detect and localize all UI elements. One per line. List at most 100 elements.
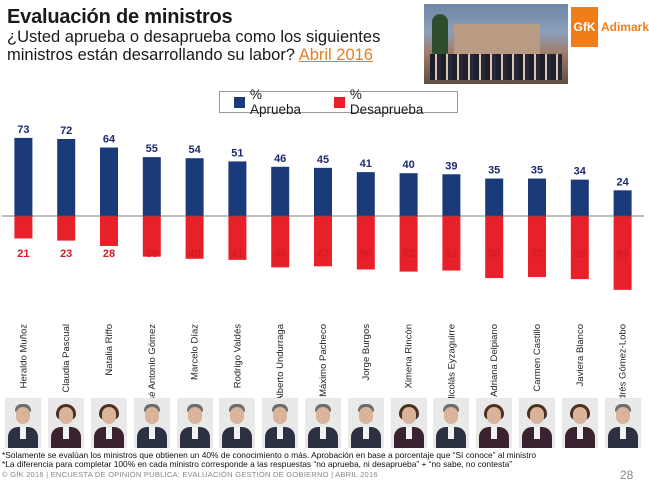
portrait-head-shape (401, 407, 416, 424)
portrait-icon (305, 398, 341, 448)
category-label: Ximena Rincón (404, 324, 415, 388)
value-label-desaprueba: 28 (103, 248, 115, 260)
portrait-icon (519, 398, 555, 448)
bar-desaprueba (613, 216, 632, 290)
footnotes: *Solamente se evalúan los ministros que … (2, 450, 536, 470)
value-label-aprueba: 55 (146, 143, 158, 155)
portrait-head-shape (102, 407, 116, 424)
footer-source: © GfK 2016 | ENCUESTA DE OPINIÓN PÚBLICA… (2, 470, 378, 479)
category-label: Adriana Delpiano (489, 324, 500, 397)
category-label: Claudia Pascual (61, 324, 72, 393)
bar-aprueba (314, 167, 332, 216)
value-label-aprueba: 35 (488, 165, 500, 177)
portrait-shirt-shape (63, 427, 70, 439)
portrait-head-shape (530, 407, 544, 424)
portrait-shirt-shape (491, 427, 498, 439)
value-label-aprueba: 46 (274, 153, 286, 165)
value-label-aprueba: 34 (574, 166, 587, 178)
category-label: Natalia Riffo (104, 324, 115, 376)
adimark-logo-text: Adimark (600, 20, 649, 34)
bar-desaprueba (185, 216, 204, 259)
bar-aprueba (142, 157, 161, 216)
value-label-desaprueba: 59 (574, 248, 586, 260)
period-link[interactable]: Abril 2016 (298, 46, 373, 64)
portrait-head-shape (59, 407, 74, 424)
portrait-shirt-shape (362, 427, 369, 439)
value-label-aprueba: 35 (531, 165, 543, 177)
portrait-head-shape (615, 407, 630, 424)
portrait-head-shape (16, 407, 31, 424)
value-label-desaprueba: 57 (531, 248, 543, 260)
palm-tree-shape (432, 14, 448, 54)
value-label-aprueba: 51 (231, 147, 243, 159)
bar-desaprueba (528, 216, 546, 277)
portrait-shirt-shape (405, 427, 412, 439)
portrait-shirt-shape (448, 427, 455, 439)
value-label-desaprueba: 48 (274, 248, 286, 260)
bar-aprueba (485, 178, 504, 216)
portrait-head-shape (144, 407, 159, 424)
portrait-head-shape (572, 407, 587, 424)
legend-swatch-aprueba (234, 96, 245, 108)
value-label-aprueba: 64 (103, 134, 116, 146)
bar-aprueba (100, 147, 118, 216)
chart-legend: % Aprueba % Desaprueba (219, 87, 458, 117)
value-label-desaprueba: 41 (231, 248, 243, 260)
bar-aprueba (57, 138, 76, 216)
cabinet-group-photo (424, 4, 568, 84)
bar-desaprueba (570, 216, 589, 280)
legend-item-aprueba: % Aprueba (234, 87, 316, 117)
portrait-icon (262, 398, 299, 448)
value-label-aprueba: 24 (616, 176, 629, 188)
value-label-desaprueba: 69 (616, 248, 628, 260)
legend-label-desaprueba: % Desaprueba (349, 87, 424, 117)
bar-desaprueba (142, 216, 161, 257)
question-text: ¿Usted aprueba o desaprueba como los sig… (7, 28, 381, 64)
bar-aprueba (356, 172, 375, 216)
value-label-aprueba: 41 (360, 158, 372, 170)
portrait-head-shape (316, 407, 330, 424)
bar-desaprueba (14, 216, 33, 239)
portrait-icon (433, 398, 470, 448)
value-label-desaprueba: 47 (317, 248, 329, 260)
bar-aprueba (442, 174, 461, 216)
bar-desaprueba (100, 216, 118, 246)
bar-desaprueba (485, 216, 504, 279)
category-label: Rodrigo Valdés (232, 324, 243, 389)
gfk-adimark-logo: GfK Adimark (571, 6, 649, 48)
approval-bar-chart: 73 21 Heraldo Muñoz 72 23 Claudia Pascual 64 28… (2, 124, 644, 400)
bar-aprueba (399, 173, 418, 216)
category-label: Javiera Blanco (575, 324, 586, 386)
bar-aprueba (14, 137, 33, 216)
portrait-icon (219, 398, 256, 448)
footnote-1: *Solamente se evalúan los ministros que … (2, 450, 536, 460)
survey-question: ¿Usted aprueba o desaprueba como los sig… (7, 28, 407, 64)
portrait-head-shape (187, 407, 202, 424)
people-row-front (430, 67, 562, 80)
portrait-head-shape (230, 407, 245, 424)
value-label-desaprueba: 50 (360, 248, 372, 260)
portrait-icon (347, 398, 384, 448)
portrait-head-shape (487, 407, 502, 424)
portrait-icon (390, 398, 427, 448)
portrait-head-shape (358, 407, 373, 424)
bar-aprueba (613, 190, 632, 216)
portrait-icon (48, 398, 85, 448)
value-label-desaprueba: 51 (445, 248, 457, 260)
value-label-desaprueba: 23 (60, 248, 72, 260)
building-shape (454, 24, 540, 54)
footnote-2: *La diferencia para completar 100% en ca… (2, 459, 513, 470)
value-label-aprueba: 54 (188, 144, 201, 156)
category-label: Marcelo Díaz (190, 324, 201, 380)
bar-aprueba (528, 178, 546, 216)
category-label: Jorge Burgos (361, 324, 372, 381)
category-label: Carmen Castillo (532, 324, 543, 392)
value-label-desaprueba: 21 (17, 248, 29, 260)
bar-desaprueba (57, 216, 76, 241)
value-label-desaprueba: 38 (146, 248, 158, 260)
category-label: Máximo Pacheco (318, 324, 329, 397)
portrait-icon (176, 398, 213, 448)
portrait-head-shape (273, 407, 288, 424)
portrait-shirt-shape (277, 427, 284, 439)
portrait-shirt-shape (534, 427, 540, 439)
